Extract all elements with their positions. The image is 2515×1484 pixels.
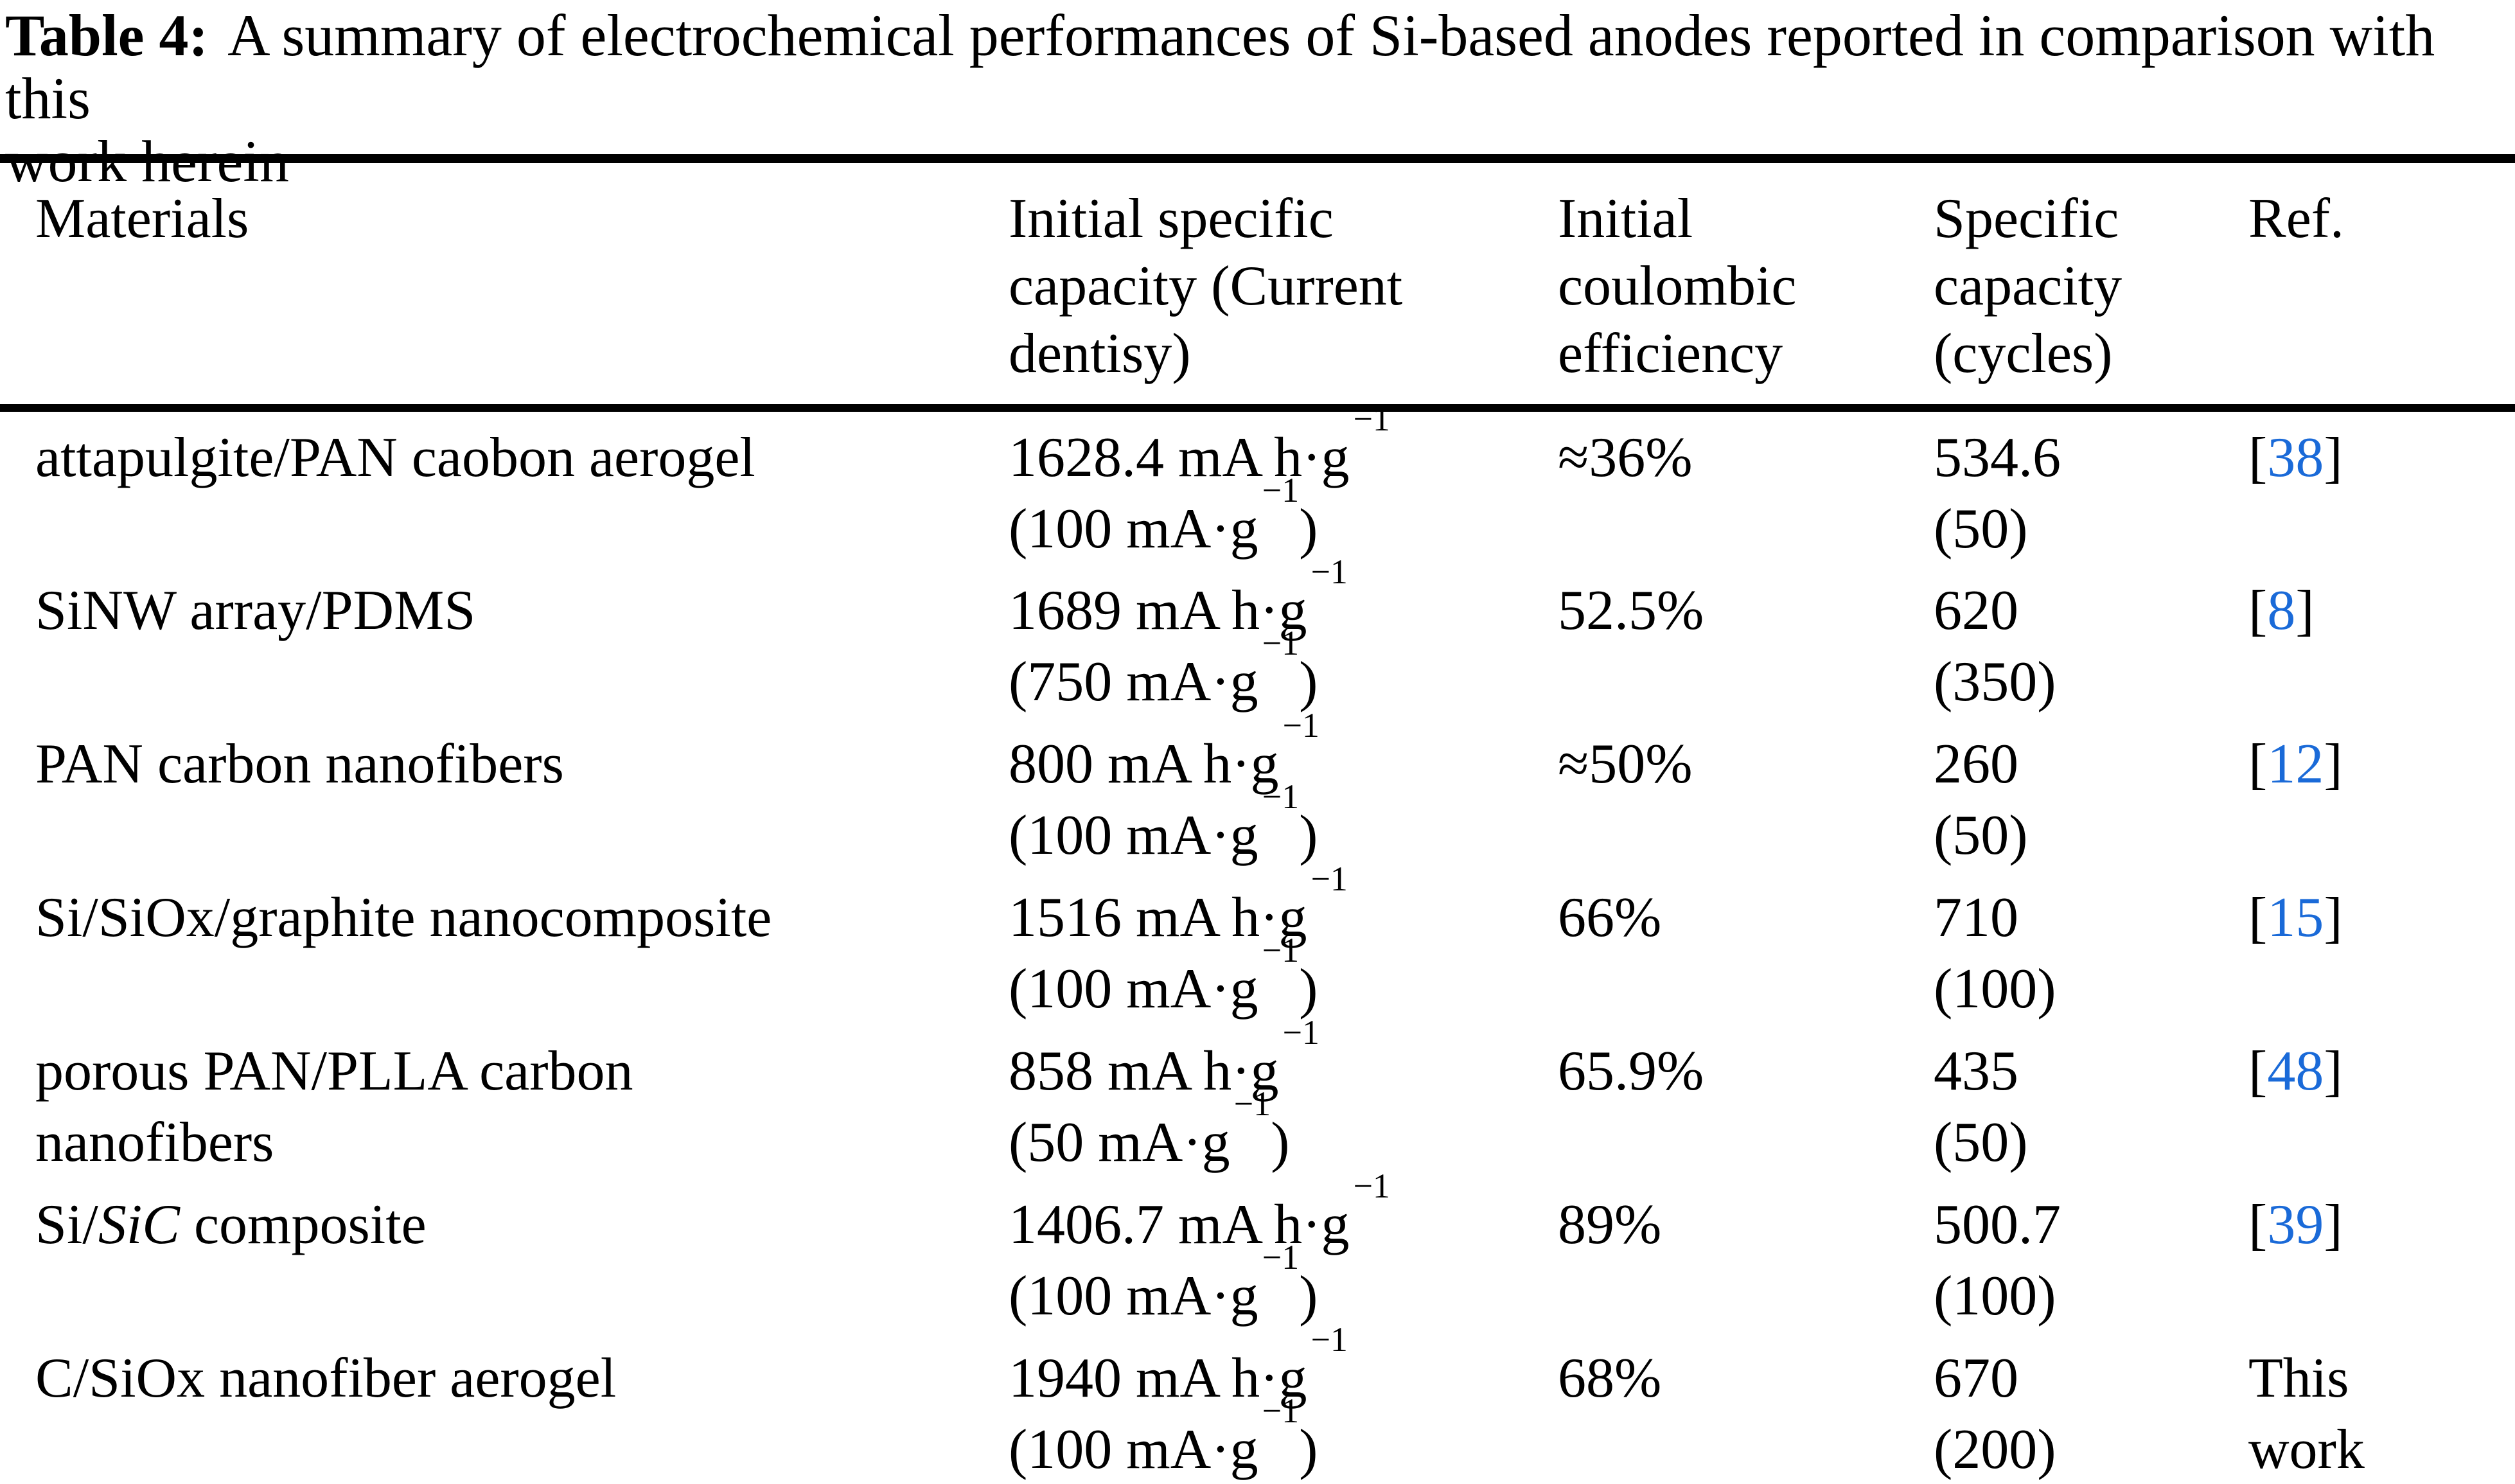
ref-bracket: [	[2248, 1040, 2268, 1102]
superscript-exponent: −1	[1310, 860, 1348, 899]
ref-cell: [39]	[2248, 1179, 2515, 1332]
material-italic-formula: SiC	[98, 1194, 180, 1256]
ref-bracket: [	[2248, 887, 2268, 949]
material-cell: PAN carbon nanofibers	[35, 733, 564, 795]
ref-bracket: ]	[2324, 1040, 2343, 1102]
superscript-exponent: −1	[1353, 1167, 1390, 1206]
efficiency-cell: 66%	[1558, 887, 1662, 949]
specific-capacity-cell: 435 (50)	[1934, 1040, 2028, 1174]
superscript-exponent: −1	[1262, 624, 1300, 663]
ref-cell: [12]	[2248, 718, 2515, 872]
citation-link[interactable]: 38	[2267, 427, 2324, 489]
performance-comparison-table: Materials Initial specific capacity (Cur…	[0, 154, 2515, 1484]
caption-text: A summary of electrochemical performance…	[5, 3, 2435, 131]
material-cell: Si/SiOx/graphite nanocomposite	[35, 887, 772, 949]
ref-cell: [38]	[2248, 408, 2515, 565]
table-row: C/SiOx nanofiber aerogel 1940 mA h·g−1 (…	[0, 1320, 2515, 1484]
superscript-exponent: −1	[1262, 931, 1300, 970]
ref-cell: [8]	[2248, 565, 2515, 718]
ref-cell: [15]	[2248, 872, 2515, 1025]
table-row: PAN carbon nanofibers 800 mA h·g−1 (100 …	[0, 706, 2515, 872]
this-work-label-line2: work	[2248, 1418, 2365, 1481]
specific-capacity-cell: 534.6 (50)	[1934, 427, 2061, 560]
efficiency-cell: 52.5%	[1558, 579, 1704, 642]
table-row: porous PAN/PLLA carbon nanofibers 858 mA…	[0, 1013, 2515, 1179]
column-header-initial-capacity: Initial specific capacity (Current denti…	[1009, 159, 1558, 412]
caption-line1: Table 4: A summary of electrochemical per…	[5, 4, 2511, 130]
ref-bracket: ]	[2324, 887, 2343, 949]
citation-link[interactable]: 8	[2267, 579, 2296, 642]
initial-capacity-cell: 1940 mA h·g−1 (100 mA·g−1)	[1009, 1320, 1348, 1481]
material-cell: porous PAN/PLLA carbon nanofibers	[35, 1040, 633, 1174]
superscript-exponent: −1	[1310, 1320, 1348, 1359]
ref-bracket: [	[2248, 427, 2268, 489]
column-header-materials: Materials	[0, 159, 1009, 412]
ref-bracket: [	[2248, 579, 2268, 642]
ref-bracket: ]	[2295, 579, 2315, 642]
initial-capacity-cell: 1628.4 mA h·g−1 (100 mA·g−1)	[1009, 400, 1390, 560]
table-row: attapulgite/PAN caobon aerogel 1628.4 mA…	[0, 400, 2515, 565]
initial-capacity-cell: 800 mA h·g−1 (100 mA·g−1)	[1009, 706, 1319, 867]
superscript-exponent: −1	[1282, 1013, 1319, 1052]
initial-capacity-cell: 1689 mA h·g−1 (750 mA·g−1)	[1009, 552, 1348, 713]
superscript-exponent: −1	[1353, 400, 1390, 439]
material-cell: SiNW array/PDMS	[35, 579, 476, 642]
superscript-exponent: −1	[1233, 1084, 1271, 1124]
specific-capacity-cell: 670 (200)	[1934, 1347, 2056, 1481]
column-header-coulombic-efficiency: Initial coulombic efficiency	[1558, 159, 1934, 412]
efficiency-cell: ≈36%	[1558, 427, 1693, 489]
column-header-specific-capacity: Specific capacity (cycles)	[1934, 159, 2248, 412]
ref-bracket: ]	[2324, 427, 2343, 489]
efficiency-cell: 65.9%	[1558, 1040, 1704, 1102]
specific-capacity-cell: 710 (100)	[1934, 887, 2056, 1020]
efficiency-cell: 89%	[1558, 1194, 1662, 1256]
material-cell: Si/SiC composite	[35, 1194, 427, 1256]
citation-link[interactable]: 39	[2267, 1194, 2324, 1256]
efficiency-cell: 68%	[1558, 1347, 1662, 1409]
table-row: Si/SiC composite 1406.7 mA h·g−1 (100 mA…	[0, 1167, 2515, 1332]
superscript-exponent: −1	[1262, 1238, 1300, 1277]
initial-capacity-cell: 1516 mA h·g−1 (100 mA·g−1)	[1009, 860, 1348, 1020]
efficiency-cell: ≈50%	[1558, 733, 1693, 795]
ref-bracket: ]	[2324, 733, 2343, 795]
superscript-exponent: −1	[1282, 706, 1319, 745]
superscript-exponent: −1	[1310, 552, 1348, 592]
table-row: Si/SiOx/graphite nanocomposite 1516 mA h…	[0, 860, 2515, 1025]
specific-capacity-cell: 500.7 (100)	[1934, 1194, 2061, 1327]
table-row: SiNW array/PDMS 1689 mA h·g−1 (750 mA·g−…	[0, 552, 2515, 718]
citation-link[interactable]: 12	[2267, 733, 2324, 795]
specific-capacity-cell: 260 (50)	[1934, 733, 2028, 867]
superscript-exponent: −1	[1262, 471, 1300, 510]
caption-label: Table 4:	[5, 3, 209, 68]
table-caption: Table 4: A summary of electrochemical per…	[5, 4, 2511, 193]
material-cell: C/SiOx nanofiber aerogel	[35, 1347, 617, 1409]
initial-capacity-cell: 858 mA h·g−1 (50 mA·g−1)	[1009, 1013, 1319, 1174]
ref-bracket: ]	[2324, 1194, 2343, 1256]
this-work-label: This	[2248, 1347, 2349, 1409]
specific-capacity-cell: 620 (350)	[1934, 579, 2056, 713]
initial-capacity-cell: 1406.7 mA h·g−1 (100 mA·g−1)	[1009, 1167, 1390, 1327]
ref-cell: This work	[2248, 1332, 2515, 1484]
ref-bracket: [	[2248, 733, 2268, 795]
citation-link[interactable]: 48	[2267, 1040, 2324, 1102]
superscript-exponent: −1	[1262, 777, 1300, 817]
ref-bracket: [	[2248, 1194, 2268, 1256]
column-header-ref: Ref.	[2248, 159, 2515, 412]
citation-link[interactable]: 15	[2267, 887, 2324, 949]
superscript-exponent: −1	[1262, 1391, 1300, 1431]
header-row: Materials Initial specific capacity (Cur…	[0, 159, 2515, 412]
ref-cell: [48]	[2248, 1025, 2515, 1179]
material-cell: attapulgite/PAN caobon aerogel	[35, 427, 755, 489]
